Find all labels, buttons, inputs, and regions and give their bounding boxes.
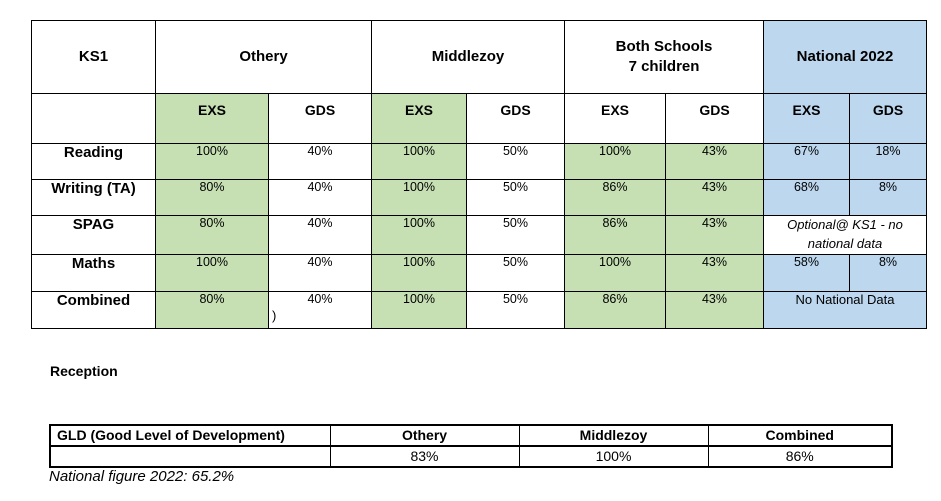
table-cell: 43% — [665, 215, 764, 255]
table-cell: 8% — [849, 179, 927, 216]
table-cell: 80% — [155, 290, 269, 329]
table-cell: 40% — [268, 179, 372, 216]
table-cell: 80% — [155, 179, 269, 216]
national-note-combined: No National Data — [763, 290, 927, 329]
gld-header-othery: Othery — [329, 424, 520, 447]
table-cell: 8% — [849, 253, 927, 292]
table-row-writing: Writing (TA) 80% 40% 100% 50% 86% 43% 68… — [31, 179, 927, 216]
row-label-combined: Combined — [31, 290, 156, 329]
table-row-maths: Maths 100% 40% 100% 50% 100% 43% 58% 8% — [31, 253, 927, 292]
row-label-writing: Writing (TA) — [31, 179, 156, 216]
gld-value-othery: 83% — [329, 445, 520, 468]
group-header-othery: Othery — [155, 20, 372, 94]
stray-paren-annotation: ) — [272, 307, 277, 323]
reception-heading: Reception — [50, 363, 118, 379]
table-cell: 50% — [466, 215, 565, 255]
gld-header-combined: Combined — [707, 424, 893, 447]
subheader-both-exs: EXS — [564, 93, 666, 144]
table-cell: 43% — [665, 290, 764, 329]
subheader-othery-exs: EXS — [155, 93, 269, 144]
table-cell: 80% — [155, 215, 269, 255]
table-row-spag: SPAG 80% 40% 100% 50% 86% 43% Optional@ … — [31, 215, 927, 255]
empty-cell — [31, 93, 156, 144]
table-cell: 40% — [268, 253, 372, 292]
gld-value-middlezoy: 100% — [518, 445, 709, 468]
table-row-reading: Reading 100% 40% 100% 50% 100% 43% 67% 1… — [31, 143, 927, 180]
gld-header-middlezoy: Middlezoy — [518, 424, 709, 447]
corner-cell-ks1: KS1 — [31, 20, 156, 94]
table-cell: 100% — [371, 179, 467, 216]
table-cell: 43% — [665, 179, 764, 216]
table-cell-with-annotation: 40% ) — [268, 290, 372, 329]
table-cell: 86% — [564, 290, 666, 329]
ks1-results-table: KS1 Othery Middlezoy Both Schools 7 chil… — [31, 20, 927, 329]
national-note-spag: Optional@ KS1 - no national data — [763, 215, 927, 255]
table-cell: 50% — [466, 143, 565, 180]
group-header-national-2022: National 2022 — [763, 20, 927, 94]
gld-values-row: 83% 100% 86% — [49, 445, 893, 468]
table-cell: 100% — [371, 215, 467, 255]
subheader-both-gds: GDS — [665, 93, 764, 144]
subheader-middlezoy-exs: EXS — [371, 93, 467, 144]
table-cell: 100% — [564, 253, 666, 292]
table-cell: 100% — [371, 253, 467, 292]
table-cell: 86% — [564, 179, 666, 216]
table-cell: 67% — [763, 143, 850, 180]
table-cell: 50% — [466, 253, 565, 292]
gld-header-row: GLD (Good Level of Development) Othery M… — [49, 424, 893, 447]
row-label-reading: Reading — [31, 143, 156, 180]
both-schools-line2: 7 children — [628, 58, 700, 75]
row-label-spag: SPAG — [31, 215, 156, 255]
table-row-combined: Combined 80% 40% ) 100% 50% 86% 43% No N… — [31, 290, 927, 329]
table-cell: 68% — [763, 179, 850, 216]
national-figure-footnote: National figure 2022: 65.2% — [49, 468, 235, 485]
table-row-group-headers: KS1 Othery Middlezoy Both Schools 7 chil… — [31, 20, 927, 94]
group-header-both-schools: Both Schools 7 children — [564, 20, 764, 94]
subheader-othery-gds: GDS — [268, 93, 372, 144]
cell-value: 40% — [307, 291, 333, 306]
table-cell: 100% — [155, 143, 269, 180]
table-cell: 100% — [564, 143, 666, 180]
gld-table: GLD (Good Level of Development) Othery M… — [49, 424, 893, 468]
table-cell: 43% — [665, 253, 764, 292]
gld-value-combined: 86% — [707, 445, 893, 468]
table-cell: 100% — [371, 290, 467, 329]
subheader-middlezoy-gds: GDS — [466, 93, 565, 144]
table-cell: 50% — [466, 179, 565, 216]
table-cell: 100% — [155, 253, 269, 292]
table-cell: 50% — [466, 290, 565, 329]
subheader-national-exs: EXS — [763, 93, 850, 144]
row-label-maths: Maths — [31, 253, 156, 292]
both-schools-line1: Both Schools — [615, 37, 713, 55]
gld-header-label: GLD (Good Level of Development) — [49, 424, 331, 447]
table-row-subheaders: EXS GDS EXS GDS EXS GDS EXS GDS — [31, 93, 927, 144]
empty-cell — [49, 445, 331, 468]
table-cell: 40% — [268, 215, 372, 255]
table-cell: 18% — [849, 143, 927, 180]
table-cell: 86% — [564, 215, 666, 255]
table-cell: 43% — [665, 143, 764, 180]
table-cell: 58% — [763, 253, 850, 292]
group-header-middlezoy: Middlezoy — [371, 20, 565, 94]
subheader-national-gds: GDS — [849, 93, 927, 144]
table-cell: 100% — [371, 143, 467, 180]
table-cell: 40% — [268, 143, 372, 180]
